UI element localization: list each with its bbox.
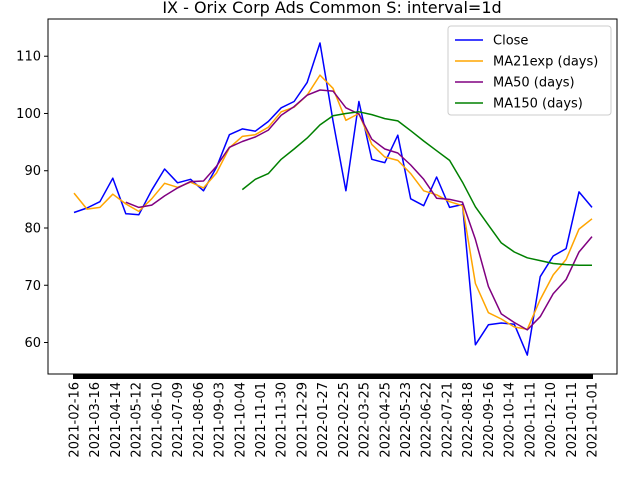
- x-tick-label: 2021-12-29: [295, 382, 310, 458]
- x-tick-label: 2022-03-25: [358, 382, 373, 458]
- x-tick-label: 2021-09-03: [213, 382, 228, 458]
- x-tick-label: 2022-07-21: [440, 382, 455, 458]
- legend-label: Close: [493, 34, 528, 49]
- series-line-3: [241, 111, 592, 266]
- x-tick-label: 2020-11-11: [523, 382, 538, 458]
- legend-label: MA50 (days): [493, 76, 575, 91]
- series-layer: [73, 42, 593, 356]
- legend: Close MA21exp (days) MA50 (days) MA150 (day…: [447, 25, 612, 116]
- y-tick-label: 100: [16, 107, 41, 122]
- x-tick-label: 2021-11-01: [254, 382, 269, 458]
- y-tick-label: 90: [24, 164, 41, 179]
- x-tick-label: 2021-04-14: [109, 382, 124, 458]
- y-axis: 60 70 80 90 100 110: [16, 50, 48, 351]
- chart-title: IX - Orix Corp Ads Common S: interval=1d: [162, 0, 501, 17]
- x-tick-label: 2021-02-16: [68, 382, 83, 458]
- y-tick-label: 60: [24, 336, 41, 351]
- x-tick-label: 2022-01-27: [316, 382, 331, 458]
- x-tick-label: 2021-07-09: [171, 382, 186, 458]
- legend-label: MA150 (days): [493, 97, 583, 112]
- x-tick-label: 2021-10-04: [233, 382, 248, 458]
- y-tick-label: 110: [16, 50, 41, 65]
- x-tick-label: 2021-01-01: [586, 382, 601, 458]
- x-tick-band: [73, 374, 593, 379]
- y-tick-label: 80: [24, 221, 41, 236]
- x-tick-label: 2020-10-14: [503, 382, 518, 458]
- x-tick-label: 2020-09-16: [482, 382, 497, 458]
- x-tick-label: 2021-01-11: [565, 382, 580, 458]
- x-tick-label: 2021-05-12: [130, 382, 145, 458]
- x-axis: 2021-02-16 2021-03-16 2021-04-14 2021-05-12…: [68, 374, 601, 458]
- x-tick-label: 2021-11-30: [275, 382, 290, 458]
- series-line-2: [125, 89, 593, 331]
- legend-box: [447, 25, 612, 116]
- x-tick-label: 2022-05-23: [399, 382, 414, 458]
- series-line-0: [73, 42, 593, 356]
- x-tick-label: 2022-06-22: [420, 382, 435, 458]
- x-tick-label: 2022-02-25: [337, 382, 352, 458]
- x-tick-label: 2020-12-10: [544, 382, 559, 458]
- x-tick-label: 2022-04-25: [378, 382, 393, 458]
- x-tick-label: 2021-08-06: [192, 382, 207, 458]
- y-tick-label: 70: [24, 279, 41, 294]
- series-line-1: [73, 74, 593, 331]
- x-tick-label: 2021-03-16: [88, 382, 103, 458]
- x-tick-label: 2022-08-18: [461, 382, 476, 458]
- x-tick-label: 2021-06-10: [150, 382, 165, 458]
- legend-label: MA21exp (days): [493, 55, 598, 70]
